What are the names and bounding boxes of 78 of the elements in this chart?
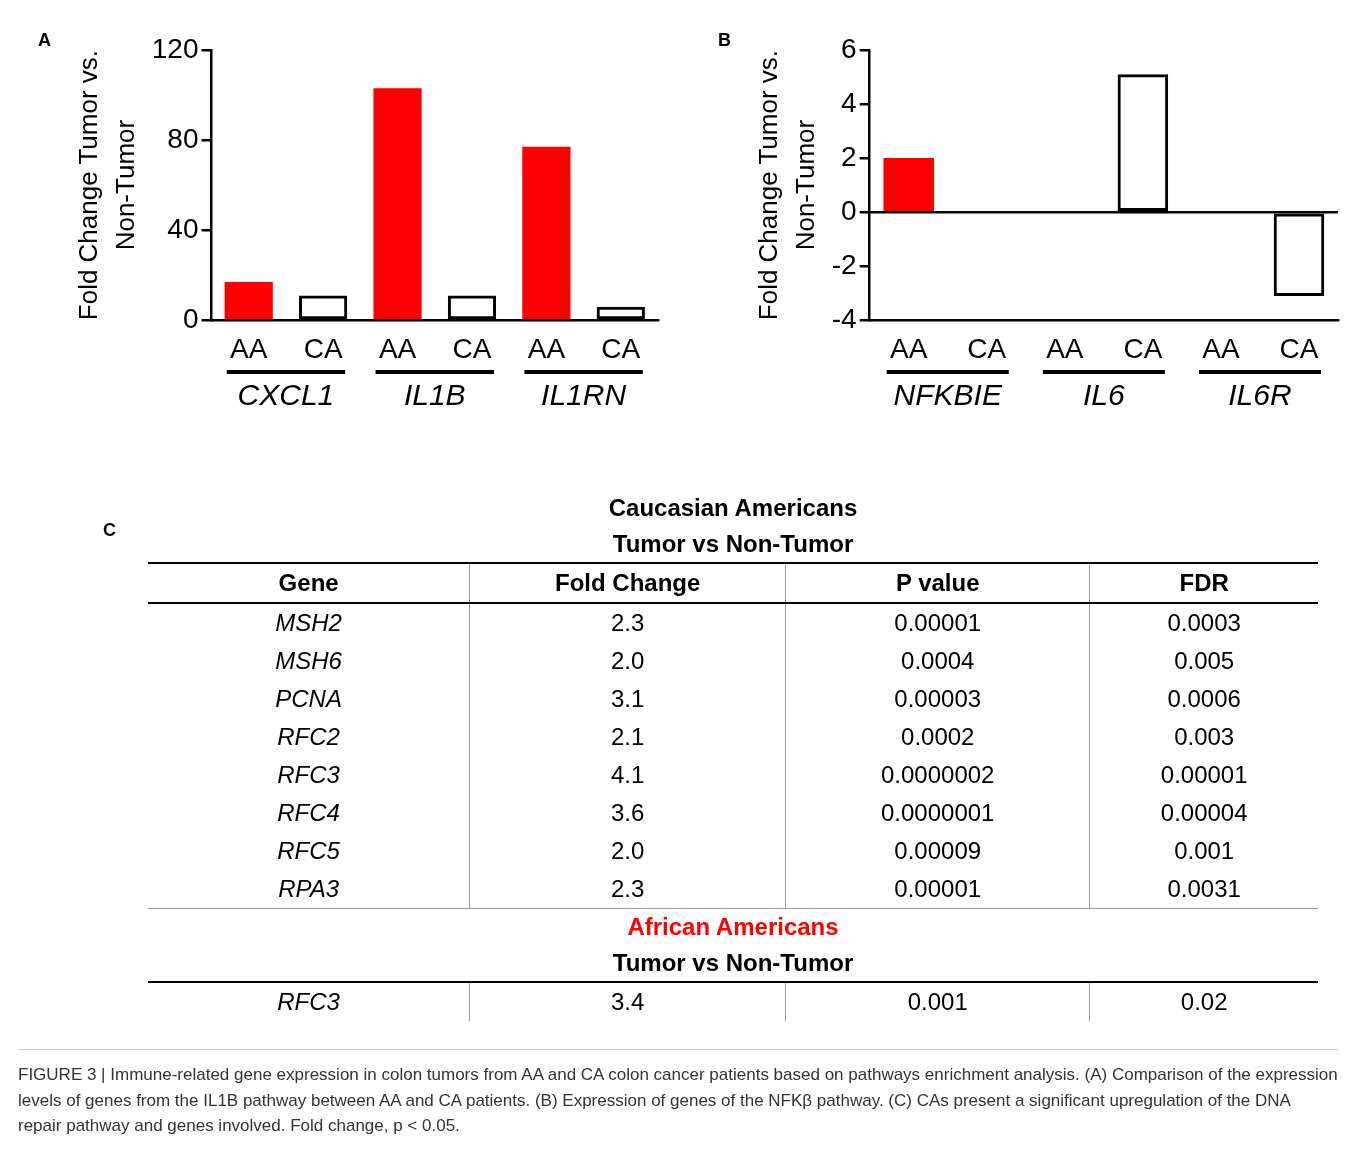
text: 3.6	[611, 799, 645, 826]
category-label: RFC5	[277, 837, 340, 864]
x-tick-label: AA	[378, 332, 417, 364]
y-tick-label: 120	[151, 32, 199, 64]
text: IL6R	[1228, 378, 1292, 412]
category-label: PCNA	[275, 685, 342, 712]
category-label: RFC3	[277, 988, 340, 1015]
y-tick-label: 6	[841, 32, 857, 64]
text: African Americans	[626, 912, 840, 942]
x-tick-label: AA	[1202, 332, 1240, 364]
x-tick-label: CA	[601, 332, 641, 364]
x-tick-label: AA	[1046, 332, 1084, 364]
text: 2.0	[611, 837, 645, 864]
y-axis-title: Fold Change Tumor vs. Non-Tumor	[753, 49, 820, 321]
category-label: MSH6	[275, 647, 342, 674]
category-label: RFC3	[277, 761, 340, 788]
text: 0.0004	[901, 647, 975, 674]
text: C	[103, 520, 116, 541]
text: 0.02	[1180, 988, 1228, 1015]
text: 0.00001	[894, 609, 982, 636]
text: 2.0	[611, 647, 645, 674]
y-tick-label: 0	[182, 303, 199, 335]
text: 0.001	[1174, 837, 1235, 864]
text: NFKBIE	[893, 378, 1003, 412]
x-tick-label: CA	[452, 332, 492, 364]
text: 2.3	[611, 609, 645, 636]
category-label: MSH2	[275, 609, 342, 636]
x-tick-label: AA	[527, 332, 566, 364]
text: 0.0006	[1167, 685, 1241, 712]
text: 0.001	[907, 988, 968, 1015]
text: A	[38, 30, 51, 51]
x-tick-label: CA	[303, 332, 343, 364]
category-label: RPA3	[278, 875, 340, 902]
text: IL1B	[403, 378, 466, 412]
text: Caucasian Americans	[607, 493, 859, 523]
category-label: RFC2	[277, 723, 340, 750]
text: IL1RN	[541, 378, 627, 412]
x-tick-label: CA	[1123, 332, 1163, 364]
text: 0.00001	[894, 875, 982, 902]
category-label: RFC4	[277, 799, 340, 826]
x-tick-label: CA	[1279, 332, 1319, 364]
category-label: FDR	[1089, 563, 1318, 603]
y-tick-label: 4	[841, 86, 857, 118]
x-tick-label: AA	[890, 332, 928, 364]
y-axis-title: Fold Change Tumor vs. Non-Tumor	[73, 49, 140, 321]
text: 0.0003	[1167, 609, 1241, 636]
text: 0.003	[1174, 723, 1235, 750]
text: 2.3	[611, 875, 645, 902]
text: 0.00001	[1160, 761, 1248, 788]
text: 0.00009	[894, 837, 982, 864]
text: 0.005	[1174, 647, 1235, 674]
text: Tumor vs Non-Tumor	[611, 529, 855, 559]
y-tick-label: -2	[831, 249, 857, 280]
y-tick-label: 80	[167, 122, 199, 154]
text: 0.0031	[1167, 875, 1241, 902]
y-tick-label: -4	[831, 303, 857, 335]
caption: FIGURE 3 | Immune-related gene expression in colon tumors from AA and CA colon cancer patients based on pathways enrichment analysis. (A) Comparison of the expression levels of genes from the IL1B pathway between AA and CA patients. (B) Expression of genes of the NFKβ pathway. (C) CAs present a significant upregulation of the DNA repair pathway and genes involved. Fold change, p < 0.05.	[18, 1049, 1338, 1139]
category-label: Fold Change	[469, 563, 786, 603]
x-tick-label: CA	[967, 332, 1007, 364]
text: CXCL1	[237, 378, 335, 412]
y-tick-label: 40	[167, 212, 199, 244]
text: 0.00004	[1160, 799, 1248, 826]
y-tick-label: 2	[841, 140, 857, 172]
text: 0.00003	[894, 685, 982, 712]
y-tick-label: 0	[841, 194, 857, 226]
category-label: P value	[785, 563, 1090, 603]
text: 0.0000001	[881, 799, 995, 826]
text: 0.0002	[901, 723, 975, 750]
text: IL6	[1082, 378, 1126, 412]
text: 4.1	[611, 761, 645, 788]
text: 0.0000002	[881, 761, 995, 788]
text: Tumor vs Non-Tumor	[611, 948, 855, 978]
text: B	[718, 30, 731, 51]
x-tick-label: AA	[230, 332, 268, 364]
text: 2.1	[611, 723, 645, 750]
text: 3.4	[611, 988, 645, 1015]
category-label: Gene	[148, 563, 470, 603]
text: 3.1	[611, 685, 645, 712]
